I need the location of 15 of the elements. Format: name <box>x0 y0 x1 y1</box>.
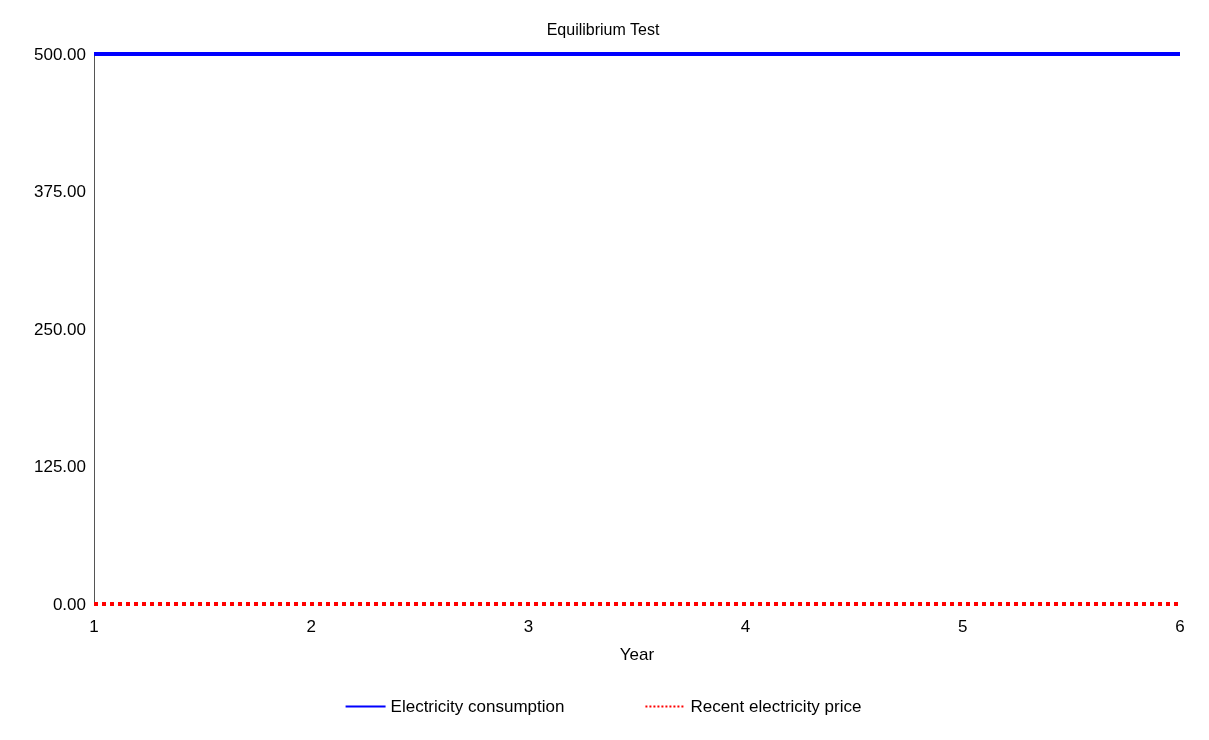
x-tick-label: 4 <box>740 617 751 636</box>
y-tick-label: 250.00 <box>34 319 86 339</box>
x-tick-label: 1 <box>89 617 99 636</box>
x-tick-label: 2 <box>306 617 316 636</box>
x-tick-label: 3 <box>523 617 534 636</box>
y-tick-label: 125.00 <box>34 457 86 476</box>
x-tick-label: 6 <box>1175 617 1185 636</box>
x-axis-title: Year <box>619 645 655 664</box>
y-tick-label: 500.00 <box>34 44 86 64</box>
y-tick-label: 0.00 <box>52 594 86 614</box>
chart-title: Equilibrium Test <box>546 20 660 38</box>
legend-label: Electricity consumption <box>390 697 565 716</box>
legend-label: Recent electricity price <box>690 697 862 716</box>
x-tick-label: 5 <box>958 617 968 636</box>
y-tick-label: 375.00 <box>34 182 86 201</box>
